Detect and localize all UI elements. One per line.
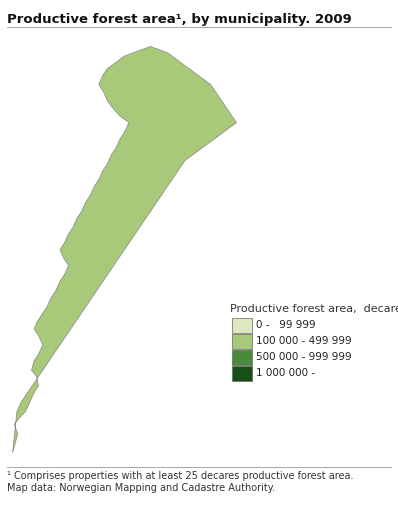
- Bar: [232, 366, 252, 381]
- Text: 1 000 000 -: 1 000 000 -: [256, 369, 315, 379]
- Polygon shape: [13, 46, 236, 453]
- Text: 100 000 - 499 999: 100 000 - 499 999: [256, 337, 351, 347]
- Bar: [232, 318, 252, 333]
- Text: 0 -   99 999: 0 - 99 999: [256, 320, 316, 330]
- Text: Map data: Norwegian Mapping and Cadastre Authority.: Map data: Norwegian Mapping and Cadastre…: [7, 483, 275, 493]
- Text: 500 000 - 999 999: 500 000 - 999 999: [256, 352, 351, 362]
- Bar: [232, 350, 252, 365]
- Text: Productive forest area,  decares: Productive forest area, decares: [230, 304, 398, 314]
- Text: ¹ Comprises properties with at least 25 decares productive forest area.: ¹ Comprises properties with at least 25 …: [7, 471, 353, 481]
- Text: Productive forest area¹, by municipality. 2009: Productive forest area¹, by municipality…: [7, 13, 352, 26]
- Bar: [232, 334, 252, 349]
